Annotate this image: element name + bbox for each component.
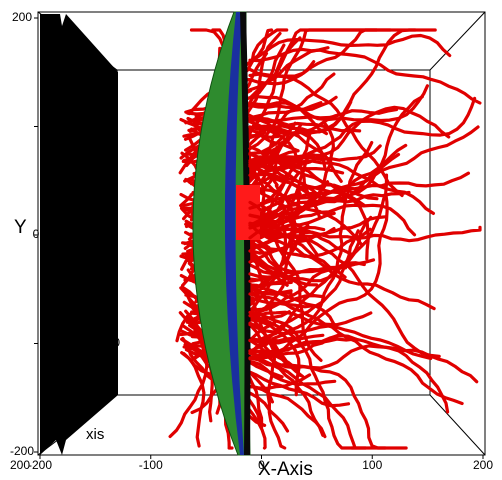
field-line <box>248 221 436 311</box>
y-tick-label: -100 <box>96 336 120 350</box>
y-tick-label: 200 <box>12 10 32 24</box>
field-line <box>248 163 379 201</box>
field-line <box>248 321 433 361</box>
field-line <box>248 173 389 361</box>
field-line <box>248 337 450 414</box>
y-tick-label: 100 <box>98 119 118 133</box>
axis-fragment: xis <box>86 426 104 443</box>
field-line <box>248 203 417 237</box>
field-line <box>248 215 387 264</box>
blue-layer <box>224 12 244 455</box>
x-tick-label: -200 <box>28 458 52 472</box>
x-tick-label: 100 <box>362 458 382 472</box>
x-tick-label: -100 <box>139 458 163 472</box>
field-line <box>248 84 429 123</box>
field-line <box>248 184 297 318</box>
x-tick-label: 200 <box>473 458 493 472</box>
edge <box>429 11 486 71</box>
corner-label: 200 <box>10 458 30 472</box>
field-line <box>248 72 336 177</box>
field-line <box>248 95 424 227</box>
x-tick-label: 0 <box>258 458 265 472</box>
field-lines-front <box>248 28 482 450</box>
field-line <box>248 258 376 279</box>
field-line <box>168 314 209 439</box>
edge <box>429 394 486 456</box>
field-line <box>248 215 373 343</box>
field-line <box>248 120 322 219</box>
black-plane <box>40 14 118 455</box>
y-axis-title: Y <box>14 217 27 238</box>
y-tick-label: 0 <box>33 227 40 241</box>
field-line <box>248 28 437 135</box>
field-line <box>248 33 452 66</box>
x-axis-title: X-Axis <box>258 459 313 480</box>
field-line <box>248 292 464 406</box>
y-tick-label: -200 <box>10 444 34 458</box>
field-line <box>248 125 480 228</box>
field-line <box>248 310 408 450</box>
field-line <box>248 47 482 105</box>
field-line <box>248 141 374 353</box>
field-line <box>248 144 382 163</box>
field-line <box>248 234 441 358</box>
